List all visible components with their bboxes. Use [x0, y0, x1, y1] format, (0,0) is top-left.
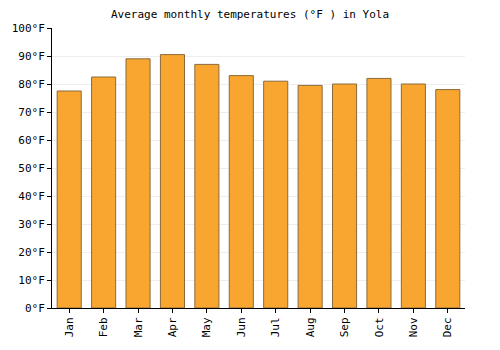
- svg-text:10°F: 10°F: [18, 274, 45, 287]
- svg-text:Jan: Jan: [63, 317, 76, 337]
- svg-text:Jul: Jul: [269, 317, 282, 337]
- svg-text:Jun: Jun: [235, 317, 248, 337]
- svg-text:60°F: 60°F: [18, 134, 45, 147]
- svg-text:Average monthly temperatures (: Average monthly temperatures (°F ) in Yo…: [111, 8, 389, 21]
- svg-text:20°F: 20°F: [18, 246, 45, 259]
- svg-text:40°F: 40°F: [18, 190, 45, 203]
- svg-text:100°F: 100°F: [12, 22, 45, 35]
- svg-text:Dec: Dec: [441, 317, 454, 337]
- svg-text:Nov: Nov: [407, 317, 420, 337]
- svg-text:Oct: Oct: [373, 317, 386, 337]
- svg-text:80°F: 80°F: [18, 78, 45, 91]
- svg-text:Feb: Feb: [97, 317, 110, 337]
- svg-text:0°F: 0°F: [25, 302, 45, 315]
- svg-text:70°F: 70°F: [18, 106, 45, 119]
- svg-text:Apr: Apr: [166, 317, 179, 337]
- svg-text:30°F: 30°F: [18, 218, 45, 231]
- svg-text:May: May: [200, 317, 213, 337]
- svg-text:Mar: Mar: [132, 317, 145, 337]
- svg-text:Sep: Sep: [338, 317, 351, 337]
- svg-text:Aug: Aug: [304, 317, 317, 337]
- svg-text:90°F: 90°F: [18, 50, 45, 63]
- svg-text:50°F: 50°F: [18, 162, 45, 175]
